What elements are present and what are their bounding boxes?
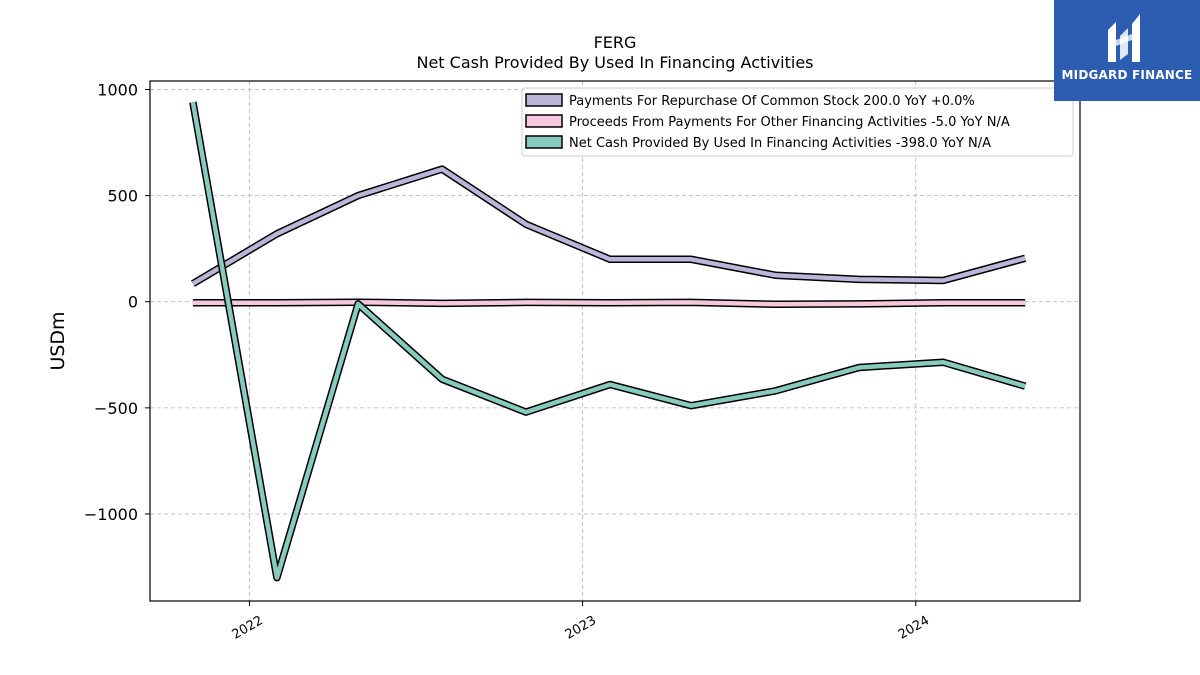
- series-lines: [189, 101, 1027, 582]
- y-axis-label: USDm: [47, 311, 69, 370]
- chart-subtitle: Net Cash Provided By Used In Financing A…: [416, 53, 813, 72]
- series-line-proceeds-from-payments-for-other-financing-activities: [192, 299, 1026, 307]
- y-axis: 1000 500 0 −500 −1000: [84, 80, 150, 524]
- logo-mark-icon: [1108, 14, 1140, 62]
- midgard-finance-logo: MIDGARD FINANCE: [1054, 0, 1200, 101]
- legend-swatch: [525, 114, 563, 128]
- series-outline-payments-for-repurchase-of-common-stock: [190, 165, 1027, 287]
- logo-text: MIDGARD FINANCE: [1061, 68, 1193, 82]
- series-outline-net-cash-provided-by-used-in-financing-activities: [189, 101, 1027, 582]
- x-axis: 2022 2023 2024: [230, 601, 932, 643]
- y-tick-label: 1000: [97, 80, 138, 99]
- x-tick-label: 2022: [230, 613, 266, 643]
- legend-swatch: [525, 135, 563, 149]
- series-line-payments-for-repurchase-of-common-stock: [191, 166, 1026, 286]
- chart-title: FERG: [594, 33, 637, 52]
- series-line-net-cash-provided-by-used-in-financing-activities: [190, 101, 1026, 580]
- y-tick-label: 0: [128, 293, 138, 312]
- y-tick-label: −1000: [84, 505, 138, 524]
- legend-label: Net Cash Provided By Used In Financing A…: [569, 136, 991, 151]
- plot-frame: [149, 80, 1081, 602]
- x-tick-label: 2023: [563, 613, 599, 643]
- x-tick-label: 2024: [896, 613, 932, 643]
- legend-label: Payments For Repurchase Of Common Stock …: [569, 94, 975, 109]
- y-tick-label: 500: [107, 187, 138, 206]
- legend-swatch: [525, 93, 563, 107]
- legend-label: Proceeds From Payments For Other Financi…: [569, 115, 1010, 130]
- y-tick-label: −500: [94, 399, 138, 418]
- legend-box: [521, 87, 1074, 157]
- legend: Payments For Repurchase Of Common Stock …: [521, 87, 1074, 157]
